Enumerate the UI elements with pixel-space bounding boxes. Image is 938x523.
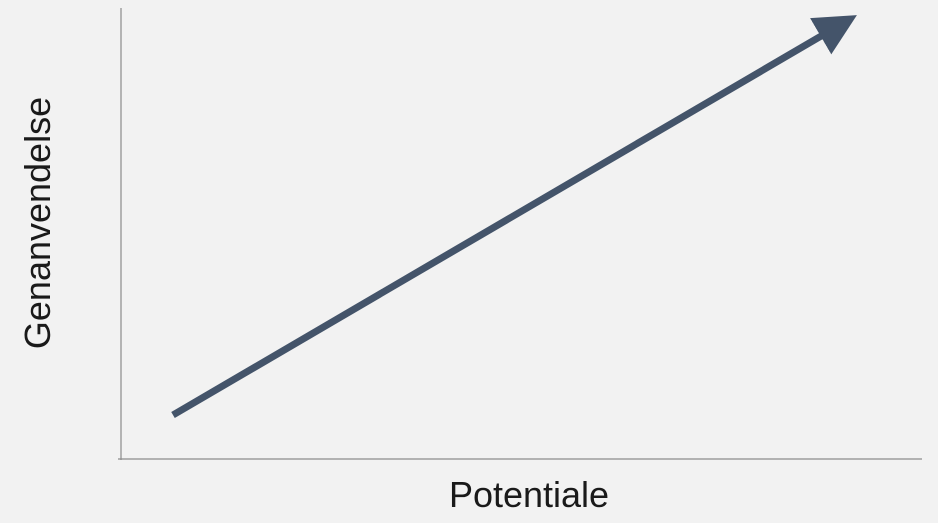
- y-axis-title: Genanvendelse: [17, 97, 58, 349]
- trend-arrow: [171, 15, 857, 419]
- x-axis-title: Potentiale: [449, 474, 609, 515]
